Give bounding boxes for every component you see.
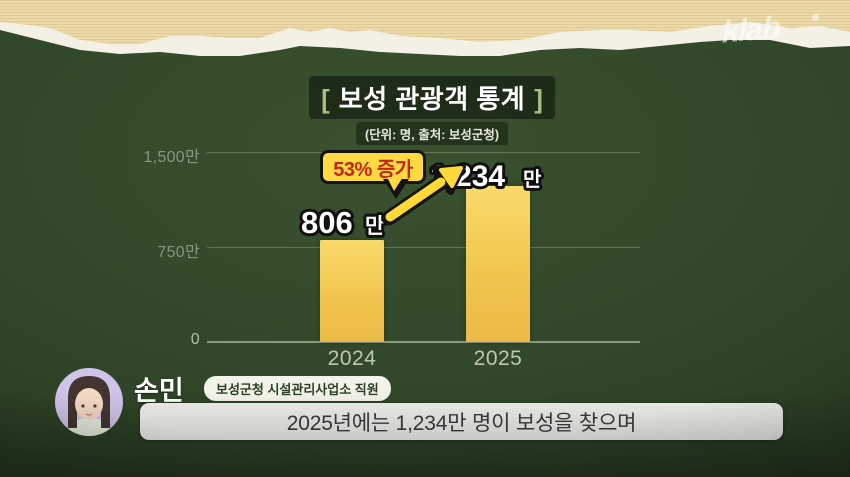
x-tick-2025: 2025 — [473, 347, 523, 370]
title-bracket-left: [ — [321, 84, 330, 114]
page-title: 보성 관광객 통계 — [338, 84, 526, 114]
chart-subtitle: (단위: 명, 출처: 보성군청) — [355, 122, 509, 145]
gridline-zero — [207, 341, 640, 343]
avatar-face — [75, 388, 103, 420]
chart-title-block: [ 보성 관광객 통계 ] (단위: 명, 출처: 보성군청) — [309, 76, 555, 145]
increase-badge: 53% 증가 — [320, 150, 426, 184]
value-2025-number: 1,234 — [430, 160, 505, 193]
bar-2025 — [466, 186, 530, 342]
y-tick-750: 750만 — [157, 244, 200, 261]
value-2024-number: 806 — [301, 205, 353, 240]
avatar-shirt — [67, 418, 111, 436]
caption-bar: 2025년에는 1,234만 명이 보성을 찾으며 — [140, 403, 783, 440]
y-tick-1500: 1,500만 — [143, 149, 200, 166]
avatar-eye-right — [93, 404, 97, 408]
value-label-2025: 1,234 만 — [427, 157, 545, 196]
torn-paper-layer — [0, 0, 850, 44]
bar-2024 — [320, 240, 384, 342]
avatar-mouth — [85, 413, 93, 416]
torn-paper-edge — [0, 0, 850, 56]
value-2024-suffix: 만 — [365, 215, 384, 238]
y-tick-0: 0 — [190, 331, 200, 348]
x-tick-2024: 2024 — [327, 347, 377, 370]
title-bracket-right: ] — [534, 84, 543, 114]
value-2025-suffix: 만 — [523, 168, 542, 191]
caption-text: 2025년에는 1,234만 명이 보성을 찾으며 — [286, 411, 637, 435]
value-label-2024: 806 만 — [298, 202, 387, 243]
chart-title: [ 보성 관광객 통계 ] — [309, 76, 555, 119]
brand-logo: klab — [721, 9, 781, 50]
speaker-role-badge: 보성군청 시설관리사업소 직원 — [204, 376, 391, 401]
avatar-bangs — [71, 380, 107, 400]
avatar-eye-left — [81, 404, 85, 408]
speaker-avatar — [55, 368, 123, 436]
gridline-750 — [207, 247, 640, 248]
speaker-name: 손민 — [134, 376, 184, 406]
